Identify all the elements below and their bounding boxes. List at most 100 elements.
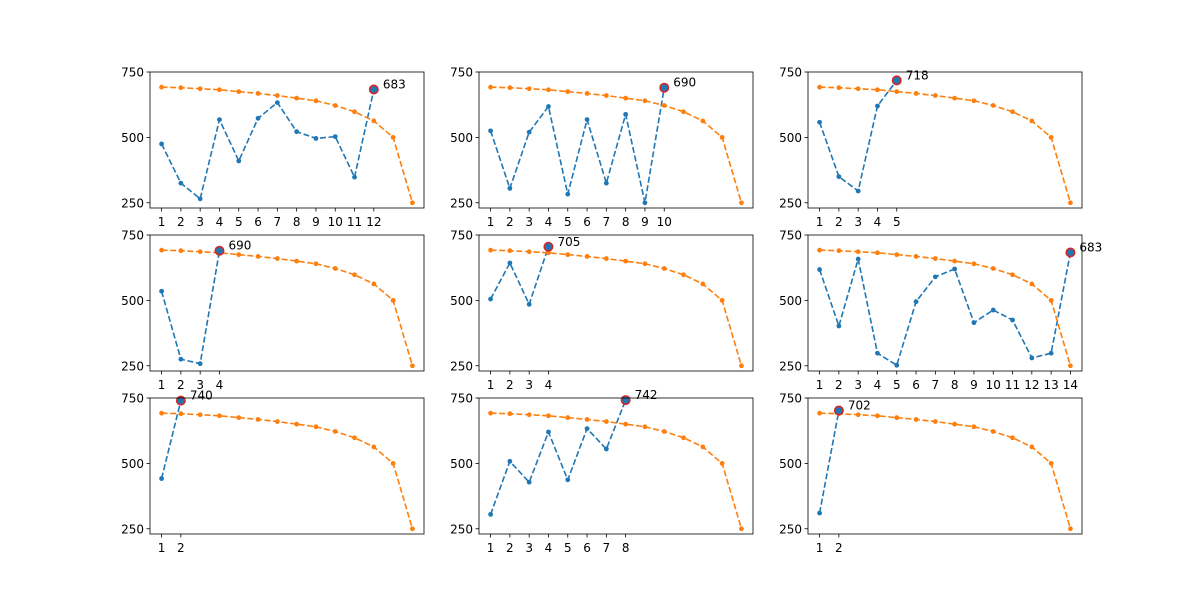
series-2-point	[642, 424, 648, 430]
series-1-point	[546, 104, 551, 109]
series-2-point	[274, 256, 280, 261]
series-1-line	[160, 89, 375, 201]
series-2-line	[161, 249, 414, 366]
series-2-point	[1048, 460, 1054, 466]
x-tick-label: 13	[1043, 378, 1058, 392]
x-tick-label: 3	[196, 215, 204, 229]
series-2-point	[700, 444, 706, 450]
highlight-point	[214, 245, 225, 256]
y-tick-label: 250	[779, 522, 802, 536]
series-2-point	[1068, 200, 1073, 206]
series-2-point	[294, 258, 300, 264]
x-tick-label: 14	[1063, 378, 1078, 392]
series-2-point	[488, 247, 493, 253]
y-tick-label: 750	[450, 229, 473, 243]
series-1-point	[603, 180, 609, 186]
series-1-point	[159, 476, 164, 481]
x-tick-label: 10	[657, 215, 672, 229]
x-tick-label: 8	[951, 378, 959, 392]
series-1-point	[197, 196, 203, 202]
y-tick-label: 250	[121, 196, 144, 210]
series-1-point	[507, 185, 513, 191]
series-1-line	[489, 87, 666, 203]
y-tick-label: 750	[779, 66, 802, 80]
series-2-point	[217, 87, 222, 93]
subplot-5: 705 250 500 750 1 2 3 4	[450, 229, 754, 392]
series-2-point	[739, 526, 744, 532]
x-tick-label: 1	[487, 541, 495, 555]
series-2-point	[990, 429, 996, 434]
series-2-point	[661, 266, 667, 271]
series-2-point	[913, 91, 919, 96]
y-tick-label: 250	[450, 522, 473, 536]
axes-frame	[149, 397, 425, 535]
series-1-point	[971, 320, 977, 326]
series-1-point	[546, 429, 551, 435]
series-2-point	[952, 258, 958, 264]
axes-frame	[807, 71, 1083, 209]
series-2-point	[623, 95, 629, 101]
series-2-point	[719, 460, 725, 466]
series-2-point	[817, 84, 822, 90]
series-2-point	[526, 249, 532, 255]
x-tick-label: 5	[564, 215, 572, 229]
x-tick-label: 3	[525, 215, 533, 229]
subplot-9: 702 250 500 750 1 2	[779, 392, 1083, 555]
series-2-point	[507, 411, 513, 417]
series-2-point	[507, 248, 513, 254]
x-tick-label: 1	[487, 215, 495, 229]
series-2-point	[990, 103, 996, 108]
series-1-point	[313, 136, 319, 141]
series-2-point	[197, 249, 203, 255]
series-1-point	[159, 141, 164, 147]
series-2-point	[255, 91, 261, 96]
series-2-point	[371, 444, 377, 450]
series-2-point	[390, 460, 396, 466]
x-tick-label: 5	[235, 215, 243, 229]
x-tick-label: 8	[622, 215, 630, 229]
highlight-label: 683	[383, 78, 406, 92]
series-1-point	[217, 117, 222, 122]
x-tick-label: 2	[835, 378, 843, 392]
series-1-point	[875, 350, 880, 356]
series-2-point	[603, 419, 609, 424]
highlight-label: 690	[228, 239, 251, 253]
series-1-point	[952, 266, 958, 272]
x-tick-label: 2	[835, 541, 843, 555]
x-tick-label: 1	[816, 215, 824, 229]
series-2-line	[819, 249, 1072, 366]
series-2-point	[488, 410, 493, 416]
series-1-point	[875, 103, 880, 109]
series-2-point	[371, 281, 377, 287]
y-tick-label: 250	[779, 359, 802, 373]
series-2-point	[236, 89, 242, 95]
series-2-point	[1029, 281, 1035, 287]
highlight-point	[175, 395, 186, 406]
axes-frame	[149, 234, 425, 372]
series-2-point	[178, 85, 184, 91]
series-2-point	[855, 412, 861, 418]
x-tick-label: 1	[158, 541, 166, 555]
series-2-point	[661, 103, 667, 108]
x-tick-label: 2	[177, 378, 185, 392]
series-2-point	[584, 417, 590, 422]
series-1-point	[526, 301, 532, 307]
y-tick-label: 500	[121, 131, 144, 145]
series-2-point	[836, 248, 842, 254]
series-2-point	[197, 412, 203, 418]
series-1-line	[160, 400, 182, 479]
series-1-point	[507, 260, 513, 266]
series-2-point	[410, 200, 415, 206]
highlight-point	[891, 75, 902, 86]
y-tick-label: 250	[450, 196, 473, 210]
x-tick-label: 5	[564, 541, 572, 555]
series-2-point	[390, 134, 396, 140]
x-tick-label: 3	[525, 541, 533, 555]
highlight-label: 683	[1079, 241, 1102, 255]
series-2-point	[159, 410, 164, 416]
series-2-point	[971, 261, 977, 267]
series-2-point	[565, 415, 571, 421]
series-1-point	[603, 446, 609, 452]
